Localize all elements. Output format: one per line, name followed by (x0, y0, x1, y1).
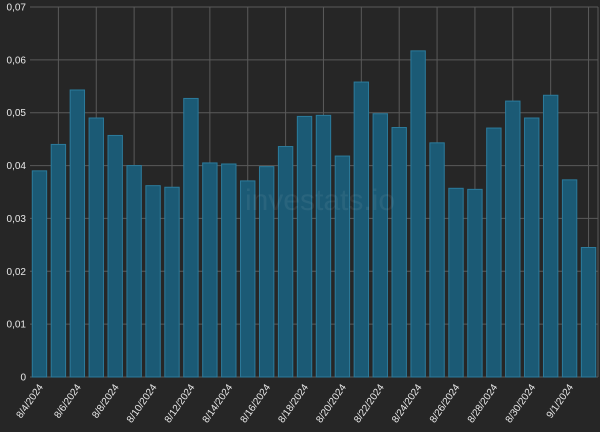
bar (126, 165, 142, 378)
bar (505, 100, 521, 378)
bar (240, 180, 256, 378)
bar (353, 81, 370, 378)
y-tick-label: 0 (20, 373, 26, 384)
bar (410, 50, 426, 378)
bar (183, 97, 199, 378)
bar (486, 127, 502, 378)
bar (69, 89, 86, 378)
bar (372, 113, 388, 378)
watermark: investats.io (245, 184, 395, 217)
bar (334, 155, 351, 378)
bar (202, 162, 218, 378)
y-tick-label: 0,02 (7, 267, 27, 278)
bar (50, 143, 67, 378)
y-tick-label: 0,06 (7, 55, 27, 66)
bar (391, 127, 407, 378)
bar (277, 146, 294, 378)
bar (164, 186, 180, 378)
y-tick-label: 0,04 (7, 161, 27, 172)
bar (221, 163, 237, 378)
bar (561, 179, 578, 378)
bar (145, 185, 161, 378)
bar (580, 247, 597, 378)
bar (88, 117, 104, 378)
bar (524, 117, 540, 378)
y-tick-label: 0,07 (7, 3, 27, 14)
bar (448, 187, 464, 378)
bar (107, 134, 123, 378)
y-tick-label: 0,03 (7, 214, 27, 225)
bar (31, 170, 48, 378)
bar (258, 166, 275, 378)
bar (296, 115, 313, 378)
y-tick-label: 0,01 (7, 320, 27, 331)
bar (429, 142, 445, 378)
y-tick-label: 0,05 (7, 108, 27, 119)
bar (315, 114, 332, 378)
bar (542, 94, 559, 378)
bar (467, 188, 483, 378)
